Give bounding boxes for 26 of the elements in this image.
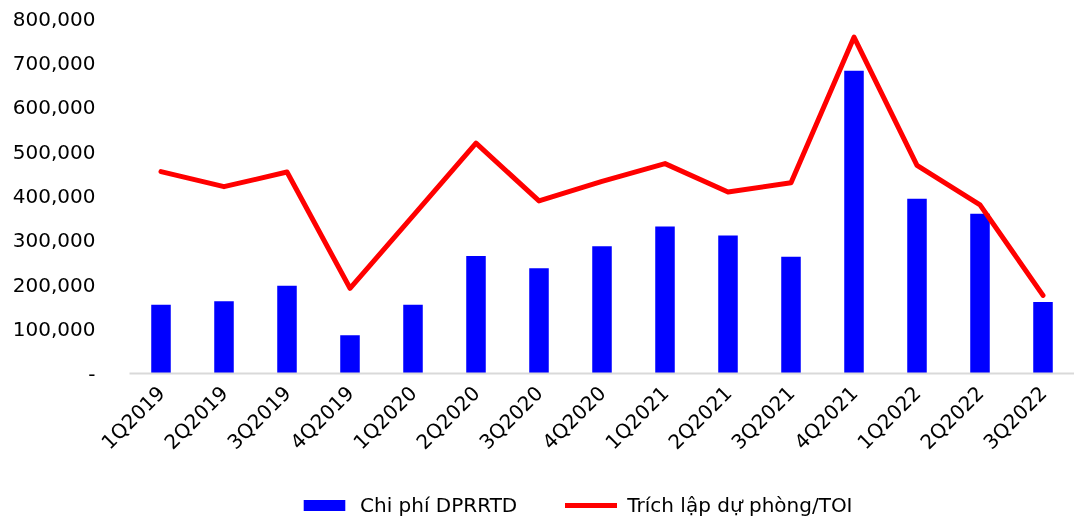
y-tick-label: 200,000 xyxy=(12,272,96,297)
bar xyxy=(214,301,234,374)
y-tick-label: 400,000 xyxy=(12,184,96,208)
legend-label: Chi phí DPRRTD xyxy=(360,493,518,517)
y-tick-label: - xyxy=(88,361,96,386)
bar xyxy=(340,335,360,374)
bar xyxy=(592,246,612,374)
bar xyxy=(655,226,675,374)
y-tick-label: 500,000 xyxy=(12,139,96,164)
bar xyxy=(907,198,927,374)
y-tick-label: 800,000 xyxy=(12,6,96,31)
y-tick-label: 600,000 xyxy=(12,95,96,120)
legend-label: Trích lập dự phòng/TOI xyxy=(627,493,853,517)
y-tick-label: 100,000 xyxy=(12,317,96,342)
bar xyxy=(151,304,171,374)
bar xyxy=(1033,302,1053,374)
bar xyxy=(781,256,801,374)
bar xyxy=(844,70,864,374)
bar xyxy=(403,304,423,374)
bar xyxy=(277,285,297,374)
bar xyxy=(970,213,990,374)
bar xyxy=(718,235,738,374)
bar xyxy=(466,255,486,374)
y-tick-label: 700,000 xyxy=(12,50,96,75)
bar xyxy=(529,268,549,374)
y-tick-label: 300,000 xyxy=(12,228,96,253)
